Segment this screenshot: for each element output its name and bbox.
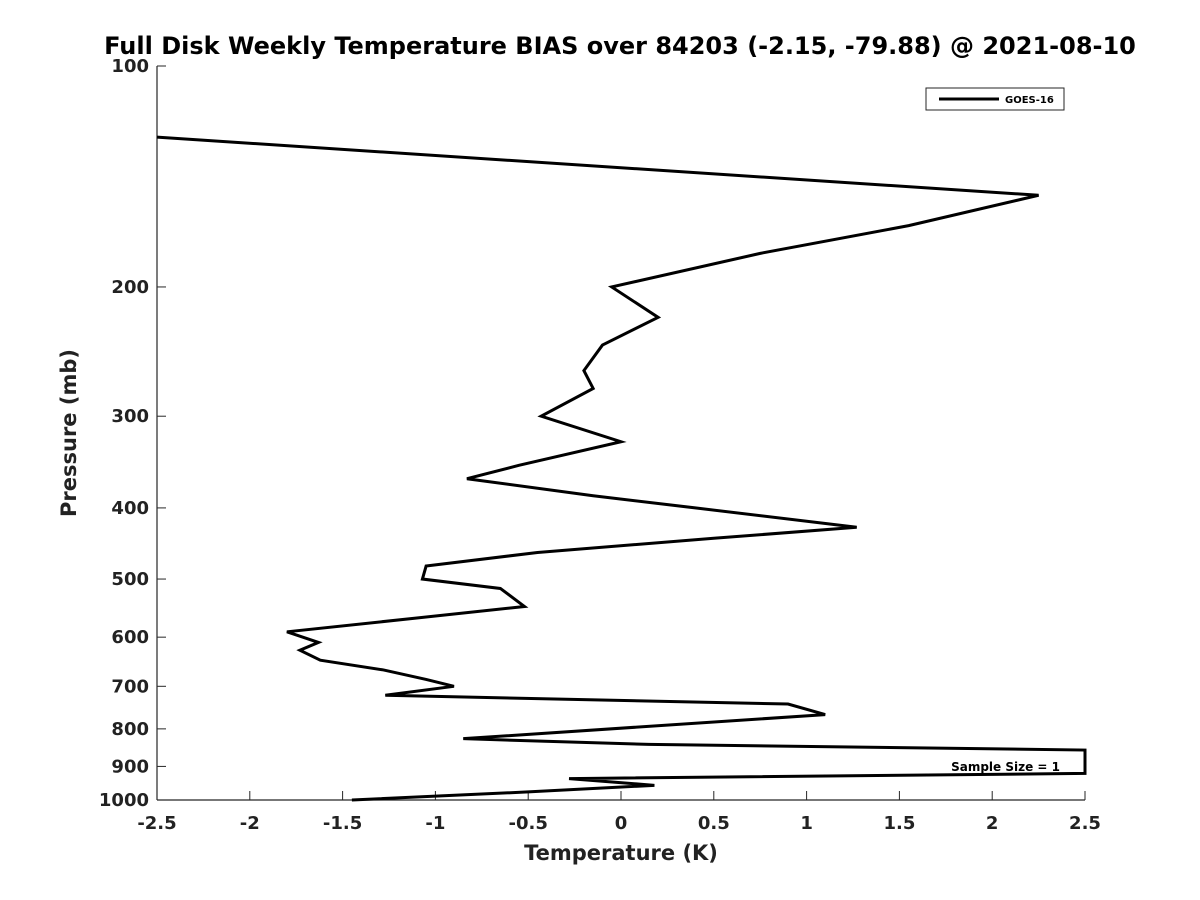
x-tick-label: 0.5 xyxy=(698,813,730,834)
legend: GOES-16 xyxy=(925,87,1065,111)
y-tick-label: 300 xyxy=(111,406,149,427)
x-tick-label: 2.5 xyxy=(1069,813,1101,834)
x-tick-label: 1.5 xyxy=(883,813,915,834)
y-tick-label: 200 xyxy=(111,277,149,298)
x-tick-label: 0 xyxy=(615,813,628,834)
series-line-goes-16 xyxy=(156,135,1087,802)
y-tick-label: 100 xyxy=(111,56,149,77)
sample-size-annotation: Sample Size = 1 xyxy=(951,760,1060,774)
x-tick-label: -1 xyxy=(425,813,445,834)
y-tick-label: 800 xyxy=(111,719,149,740)
legend-label-goes-16: GOES-16 xyxy=(1005,95,1054,106)
x-tick-label: 2 xyxy=(986,813,999,834)
x-tick-label: -2.5 xyxy=(137,813,176,834)
x-tick-label: -1.5 xyxy=(323,813,362,834)
y-tick-label: 600 xyxy=(111,627,149,648)
x-axis-label: Temperature (K) xyxy=(524,841,718,865)
y-tick-label: 400 xyxy=(111,498,149,519)
y-tick-label: 900 xyxy=(111,756,149,777)
y-tick-label: 1000 xyxy=(99,790,149,811)
x-tick-label: -2 xyxy=(240,813,260,834)
y-axis-label: Pressure (mb) xyxy=(57,349,81,517)
y-tick-label: 500 xyxy=(111,569,149,590)
x-tick-label: -0.5 xyxy=(509,813,548,834)
plot-area: -2.5 -2 -1.5 -1 -0.5 0 0.5 1 1.5 2 2.5 100 200 300 400… xyxy=(99,56,1101,834)
y-tick-label: 700 xyxy=(111,676,149,697)
chart-title: Full Disk Weekly Temperature BIAS over 8… xyxy=(104,32,1136,60)
x-tick-label: 1 xyxy=(800,813,813,834)
